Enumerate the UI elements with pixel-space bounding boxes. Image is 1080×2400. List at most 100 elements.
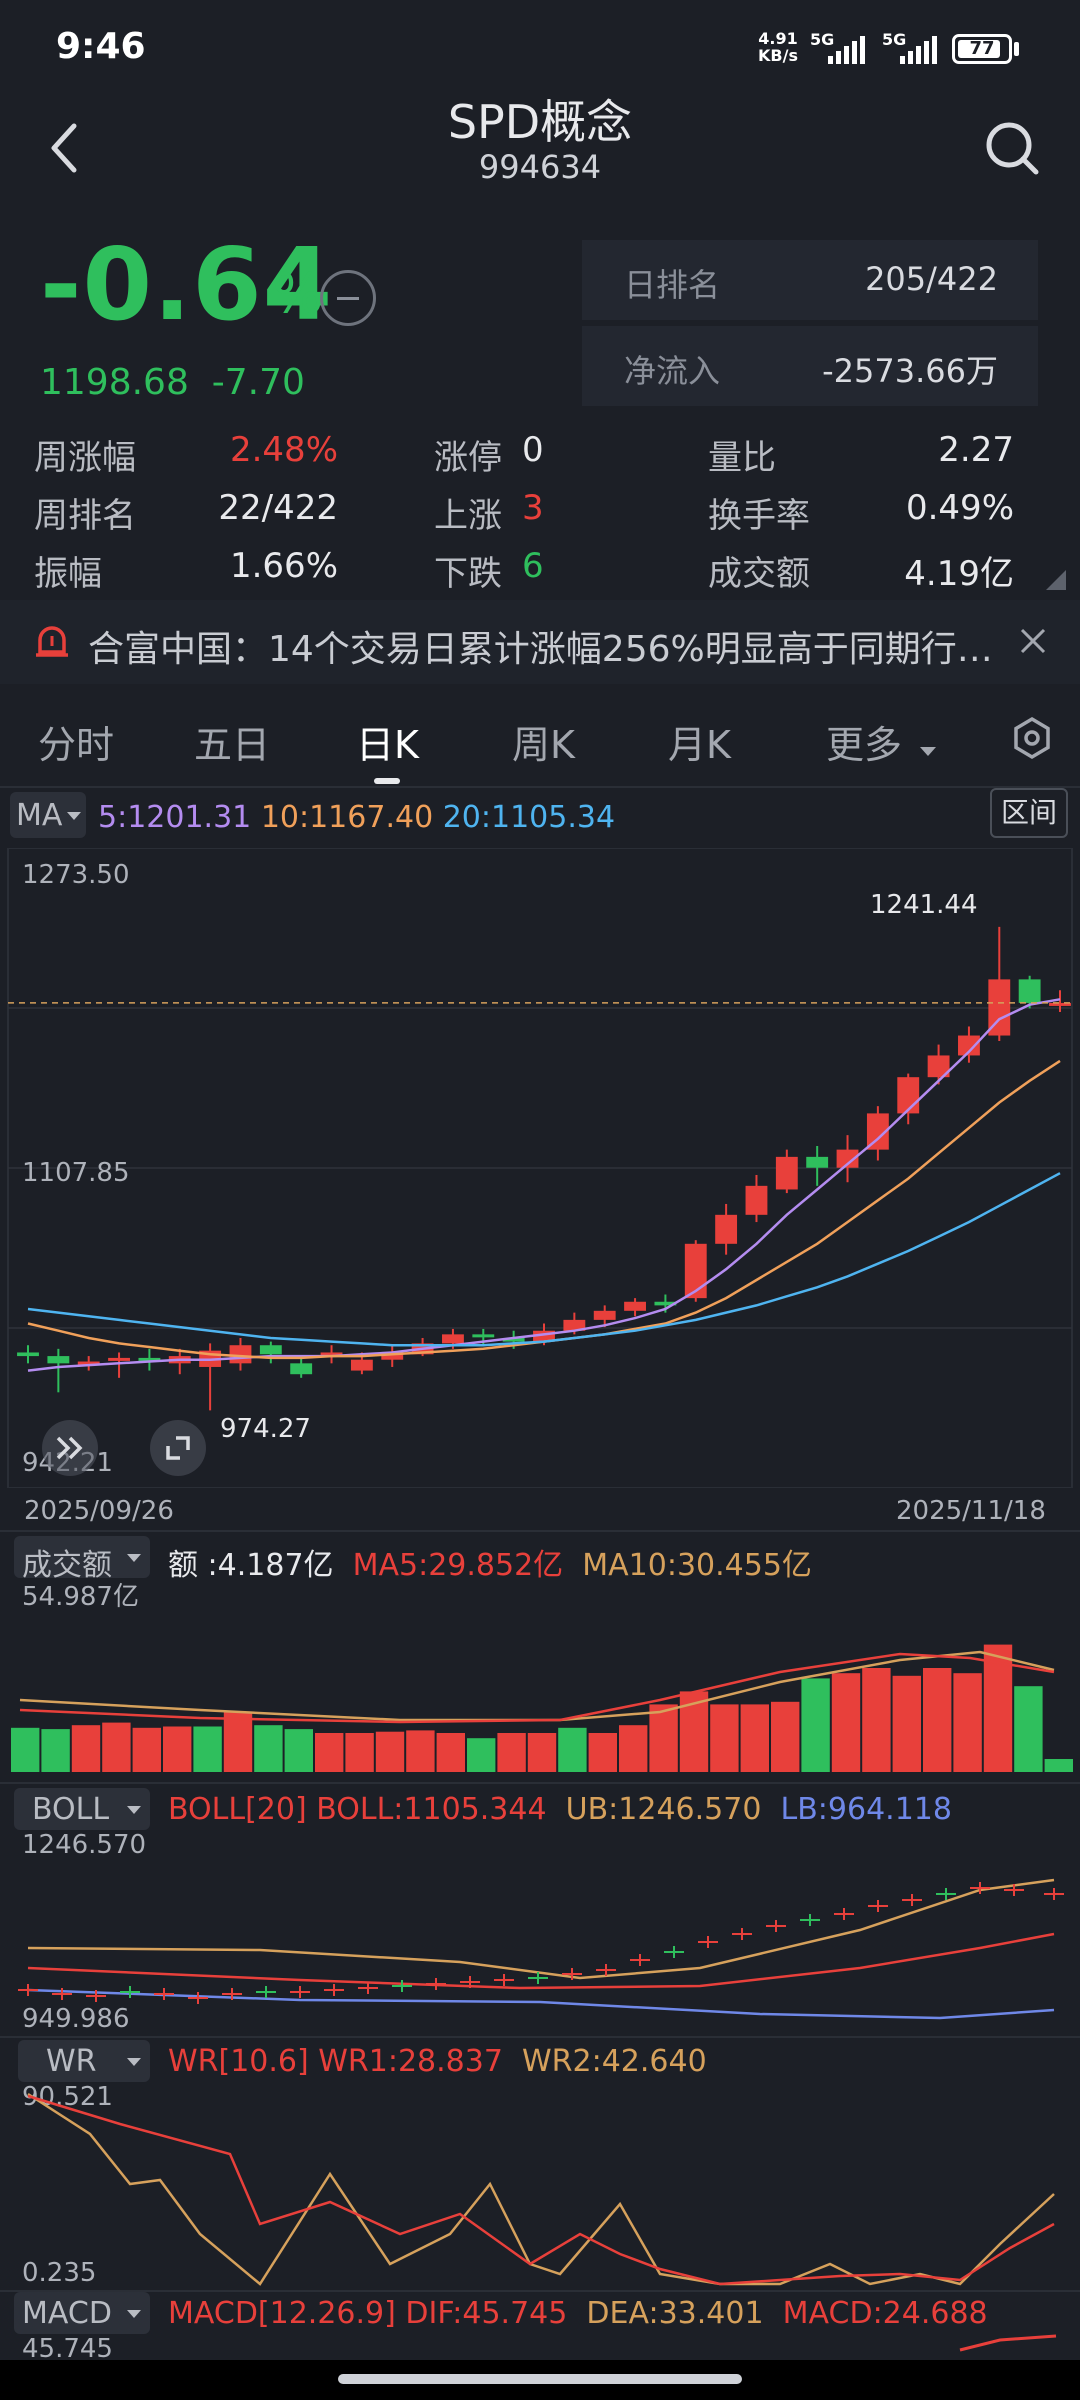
- macd-selector[interactable]: MACD: [14, 2292, 150, 2334]
- net-inflow-value: -2573.66万: [822, 352, 998, 390]
- boll-selector[interactable]: BOLL: [14, 1788, 150, 1830]
- divider: [0, 2036, 1080, 2038]
- date-end: 2025/11/18: [896, 1496, 1046, 1526]
- chevron-down-icon: [127, 1554, 141, 1562]
- news-banner[interactable]: 合富中国：14个交易日累计涨幅256%明显高于同期行…: [0, 600, 1080, 684]
- active-tab-indicator: [374, 778, 400, 784]
- fullscreen-button[interactable]: [150, 1420, 206, 1476]
- volume-bar: [831, 1673, 861, 1772]
- candle-body: [927, 1055, 950, 1078]
- boll-mid-line: [27, 1932, 1055, 1990]
- page-title: SPD概念: [447, 95, 633, 149]
- collapse-button[interactable]: [320, 270, 376, 326]
- last-price: 1198.68: [40, 362, 189, 403]
- candle-body: [684, 1243, 707, 1299]
- macd-dif-line: [959, 2334, 1057, 2352]
- volume-selector[interactable]: 成交额: [14, 1536, 150, 1583]
- candle-body: [381, 1354, 404, 1360]
- volume-bar: [467, 1738, 496, 1772]
- net-inflow-label: 净流入: [624, 352, 721, 390]
- close-icon[interactable]: [1018, 626, 1048, 656]
- volume-bar: [71, 1725, 101, 1772]
- expand-corner-icon[interactable]: [1046, 570, 1066, 590]
- volume-chart[interactable]: [0, 1570, 1080, 1780]
- net-inflow-box[interactable]: 净流入 -2573.66万: [582, 326, 1038, 406]
- minus-icon: [337, 297, 359, 300]
- divider: [0, 786, 1080, 788]
- macd-value: MACD:24.688: [782, 2296, 988, 2331]
- home-indicator[interactable]: [338, 2374, 742, 2384]
- boll-chart[interactable]: [0, 1830, 1080, 2040]
- wr1-line: [27, 2094, 1055, 2286]
- volume-bar: [527, 1733, 557, 1772]
- candle-body: [624, 1301, 646, 1311]
- kline-chart[interactable]: [0, 848, 1080, 1488]
- day-rank-box[interactable]: 日排名 205/422: [582, 240, 1038, 320]
- week-rank-label: 周排名: [34, 496, 136, 536]
- chevron-down-icon: [127, 1806, 141, 1814]
- signal1-label: 5G: [810, 30, 835, 49]
- volume-ratio-value: 2.27: [938, 430, 1014, 470]
- macd-selector-label: MACD: [22, 2296, 112, 2331]
- wr-selector[interactable]: WR: [18, 2040, 150, 2082]
- candle-body: [1018, 979, 1041, 1003]
- fullscreen-icon: [166, 1436, 190, 1460]
- week-change-value: 2.48%: [229, 430, 338, 470]
- tab-more-label: 更多: [826, 723, 903, 767]
- tab-daily-k[interactable]: 日K: [356, 723, 419, 767]
- navigation-bar: [0, 2360, 1080, 2400]
- chevron-down-icon: [127, 2058, 141, 2066]
- tab-timeshare[interactable]: 分时: [38, 723, 115, 767]
- range-button[interactable]: 区间: [990, 788, 1068, 838]
- volume-bar: [710, 1704, 739, 1772]
- boll-y-bottom: 949.986: [22, 2004, 130, 2034]
- candle-body: [472, 1334, 495, 1338]
- amplitude-value: 1.66%: [229, 546, 338, 586]
- candle-body: [958, 1035, 980, 1056]
- search-icon[interactable]: [982, 118, 1042, 178]
- candle-body: [17, 1352, 39, 1357]
- boll-params: BOLL[20] BOLL:1105.344: [168, 1792, 547, 1827]
- settings-icon[interactable]: [1010, 716, 1054, 760]
- boll-ub: UB:1246.570: [565, 1792, 762, 1827]
- tab-monthly-k[interactable]: 月K: [668, 723, 731, 767]
- volume-bar: [102, 1722, 131, 1772]
- volume-bar: [223, 1712, 253, 1772]
- volume-bar: [436, 1733, 465, 1772]
- high-price-label: 1241.44: [870, 890, 978, 920]
- volume-bar: [771, 1701, 800, 1772]
- signal-strength-icon: [828, 36, 865, 64]
- candle-body: [866, 1113, 889, 1150]
- volume-bar: [345, 1733, 374, 1772]
- volume-bar: [284, 1729, 313, 1772]
- scroll-to-latest-button[interactable]: [42, 1420, 98, 1476]
- tab-weekly-k[interactable]: 周K: [512, 723, 575, 767]
- macd-chart[interactable]: [0, 2320, 1080, 2360]
- alarm-icon: [36, 626, 68, 657]
- status-time: 9:46: [56, 26, 146, 67]
- macd-y-top: 45.745: [22, 2334, 113, 2364]
- boll-legend: BOLL[20] BOLL:1105.344 UB:1246.570 LB:96…: [168, 1792, 952, 1827]
- candle-body: [108, 1357, 130, 1361]
- wr-params: WR[10.6] WR1:28.837: [168, 2044, 503, 2079]
- news-text: 合富中国：14个交易日累计涨幅256%明显高于同期行…: [88, 629, 993, 670]
- tab-more[interactable]: 更多: [826, 714, 938, 769]
- wr-chart[interactable]: [0, 2084, 1080, 2294]
- ma-selector[interactable]: MA: [10, 792, 86, 838]
- back-icon[interactable]: [44, 118, 84, 178]
- kline-y-top: 1273.50: [22, 860, 130, 890]
- boll-upper-line: [27, 1878, 1055, 1980]
- volume-bar: [11, 1727, 40, 1772]
- tab-five-day[interactable]: 五日: [194, 723, 271, 767]
- stats-grid: 周涨幅 2.48% 周排名 22/422 振幅 1.66% 涨停 0 上涨 3 …: [0, 430, 1080, 594]
- divider: [0, 1782, 1080, 1784]
- volume-ma10-line: [19, 1650, 1055, 1722]
- battery-icon: 77: [952, 34, 1012, 64]
- limit-up-value: 0: [522, 430, 544, 470]
- rise-value: 3: [522, 488, 544, 528]
- volume-ma5-line: [19, 1652, 1055, 1724]
- volume-bar: [558, 1727, 587, 1772]
- candle-body: [806, 1156, 829, 1168]
- ma10-value: 10:1167.40: [260, 800, 434, 835]
- percent-sign: %: [272, 262, 324, 325]
